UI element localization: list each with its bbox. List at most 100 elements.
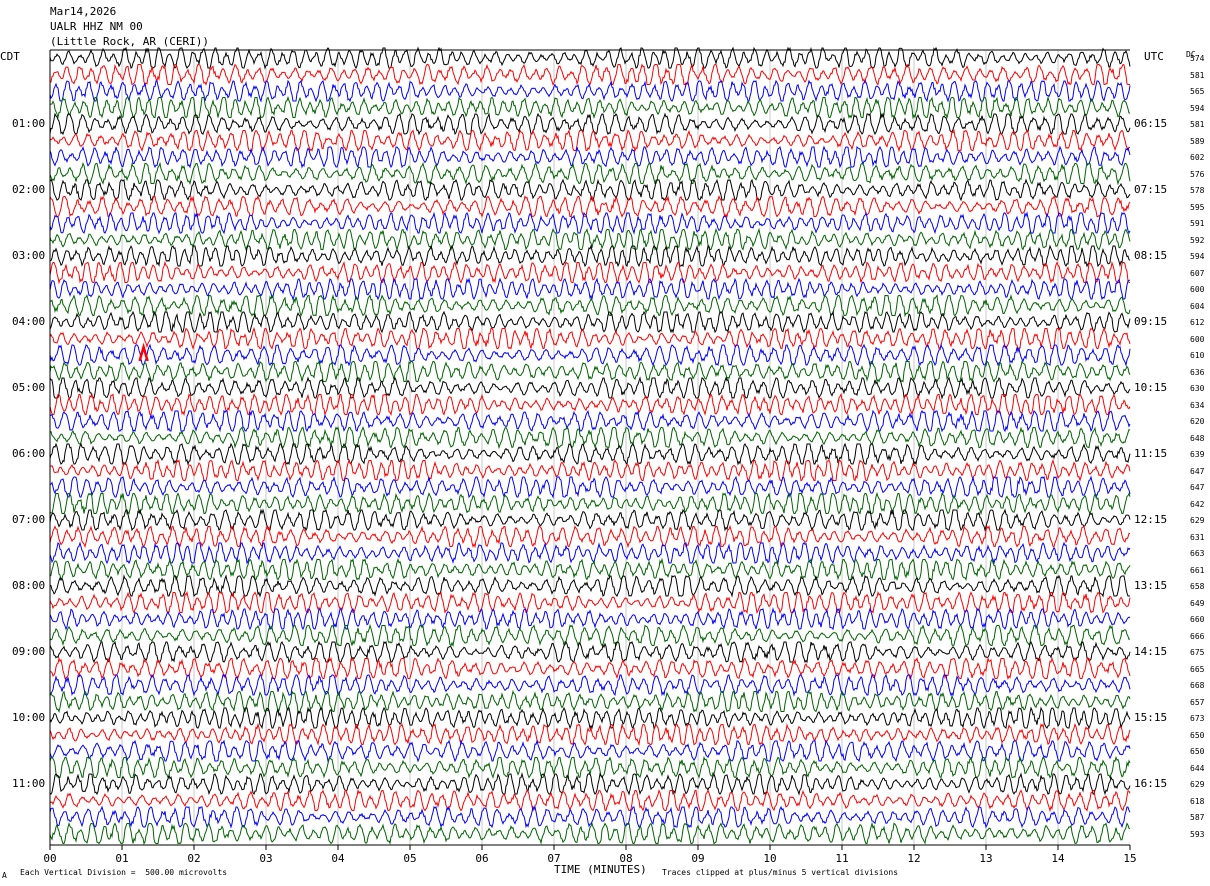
x-tick-label: 08 (619, 852, 632, 865)
x-tick-label: 02 (187, 852, 200, 865)
dc-offset-value: 581 (1190, 120, 1205, 129)
dc-offset-value: 644 (1190, 763, 1205, 773)
dc-offset-value: 634 (1190, 400, 1205, 410)
left-hour-label: 02:00 (12, 183, 46, 196)
right-hour-label: 08:15 (1134, 249, 1168, 262)
dc-offset-value: 675 (1190, 648, 1205, 657)
right-hour-label: 14:15 (1134, 645, 1168, 658)
trace-row (49, 722, 1131, 747)
trace-row (49, 805, 1131, 829)
right-hour-label: 06:15 (1134, 117, 1168, 130)
trace-row (49, 788, 1131, 813)
x-tick-label: 05 (403, 852, 416, 865)
left-hour-label: 09:00 (12, 645, 46, 658)
dc-offset-value: 574 (1190, 54, 1205, 63)
dc-offset-value: 565 (1190, 87, 1205, 96)
dc-offset-value: 600 (1190, 285, 1205, 294)
trace-row (49, 244, 1131, 268)
trace-row (50, 95, 1131, 120)
trace-row (49, 360, 1131, 383)
trace-row (49, 46, 1131, 70)
trace-row (49, 673, 1131, 697)
trace-row (49, 426, 1131, 450)
left-hour-label: 11:00 (12, 777, 46, 790)
trace-layer (49, 46, 1131, 845)
x-tick-layer: 00 01 02 03 04 05 06 07 08 09 10 11 12 13 14 15 (43, 845, 1137, 865)
trace-row (49, 293, 1131, 318)
header-station: UALR HHZ NM 00 (50, 20, 143, 33)
dc-offset-value: 663 (1190, 549, 1205, 558)
trace-row (49, 491, 1131, 516)
dc-offset-value: 647 (1190, 466, 1205, 476)
trace-row (49, 260, 1130, 285)
dc-offset-value: 592 (1190, 235, 1205, 245)
trace-row (49, 211, 1131, 235)
dc-offset-value: 658 (1190, 582, 1205, 591)
dc-offset-value: 650 (1190, 747, 1205, 756)
header-location: (Little Rock, AR (CERI)) (50, 35, 209, 48)
trace-row (49, 310, 1131, 334)
left-hour-label: 04:00 (12, 315, 46, 328)
corner-mark: A (2, 871, 7, 880)
dc-offset-value: 618 (1190, 796, 1205, 806)
trace-row (49, 590, 1131, 614)
dc-offset-value: 595 (1190, 202, 1205, 212)
trace-row (49, 574, 1131, 598)
dc-offset-value: 604 (1190, 301, 1205, 311)
dc-offset-value: 639 (1190, 450, 1205, 459)
dc-offset-value: 610 (1190, 351, 1205, 360)
dc-offset-value: 594 (1190, 252, 1205, 261)
trace-row (49, 541, 1131, 565)
header-date: Mar14,2026 (50, 5, 117, 18)
dc-offset-value: 668 (1190, 681, 1205, 690)
trace-row (49, 393, 1131, 417)
dc-offset-value: 636 (1190, 367, 1205, 377)
x-tick-label: 06 (475, 852, 488, 865)
right-hour-label: 16:15 (1134, 777, 1168, 790)
right-hour-label: 13:15 (1134, 579, 1168, 592)
trace-row (49, 656, 1131, 681)
dc-offset-value: 660 (1190, 615, 1205, 624)
dc-offset-value: 607 (1190, 268, 1205, 278)
left-hour-label: 03:00 (12, 249, 46, 262)
trace-row (49, 557, 1131, 582)
left-hour-label: 05:00 (12, 381, 46, 394)
dc-offset-value: 594 (1190, 103, 1205, 113)
dc-offset-value: 665 (1190, 664, 1205, 674)
trace-row (49, 524, 1131, 549)
trace-row (49, 376, 1131, 400)
x-tick-label: 07 (547, 852, 560, 865)
left-hour-label: 07:00 (12, 513, 46, 526)
trace-row (49, 475, 1131, 499)
trace-row (49, 623, 1131, 648)
dc-offset-value: 620 (1190, 417, 1205, 426)
dc-offset-value: 630 (1190, 384, 1205, 393)
dc-offset-value: 578 (1190, 186, 1205, 195)
dc-offset-value: 600 (1190, 334, 1205, 344)
left-hour-label: 01:00 (12, 117, 46, 130)
trace-row (49, 195, 1131, 218)
trace-row (49, 63, 1130, 86)
dc-offset-value: 661 (1190, 565, 1205, 575)
x-tick-label: 14 (1051, 852, 1065, 865)
x-tick-label: 03 (259, 852, 272, 865)
trace-row (49, 227, 1131, 252)
dc-offset-value: 602 (1190, 153, 1205, 162)
left-hour-label: 10:00 (12, 711, 46, 724)
right-hour-label: 15:15 (1134, 711, 1168, 724)
scale-note: Each Vertical Division = 500.00 microvol… (20, 868, 228, 877)
trace-row (49, 607, 1131, 631)
right-hour-label: 10:15 (1134, 381, 1168, 394)
x-tick-label: 12 (907, 852, 920, 865)
trace-row (49, 277, 1131, 301)
right-timezone-label: UTC (1144, 50, 1164, 63)
trace-row (49, 343, 1131, 367)
dc-offset-value: 650 (1190, 730, 1205, 740)
dc-offset-value: 642 (1190, 499, 1205, 509)
dc-offset-value: 591 (1190, 219, 1205, 228)
trace-row (49, 689, 1131, 714)
x-tick-label: 15 (1123, 852, 1136, 865)
left-hour-label: 06:00 (12, 447, 46, 460)
clip-note: Traces clipped at plus/minus 5 vertical … (662, 868, 899, 877)
